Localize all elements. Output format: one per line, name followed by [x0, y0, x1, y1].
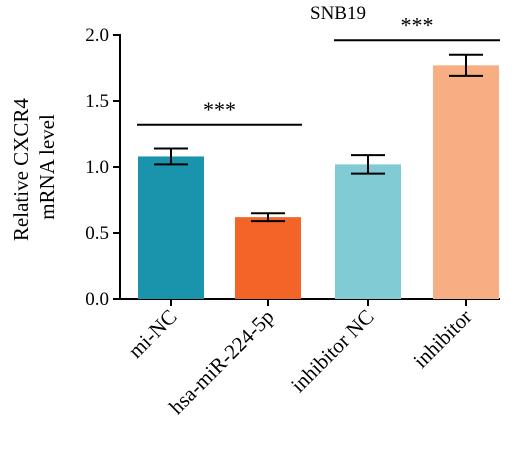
- x-tick-label: hsa-miR-224-5p: [164, 305, 278, 419]
- y-tick-label: 1.0: [85, 157, 109, 178]
- y-tick-label: 1.5: [85, 91, 109, 112]
- x-tick-label: mi-NC: [123, 305, 181, 363]
- y-axis-label-line-1: Relative CXCR4: [9, 98, 33, 241]
- significance-label: ***: [401, 12, 434, 37]
- significance-label: ***: [203, 97, 236, 122]
- bar: [335, 164, 401, 299]
- bar: [138, 156, 204, 299]
- y-tick-label: 0.0: [85, 289, 109, 310]
- y-tick-label: 2.0: [85, 25, 109, 46]
- chart-title: SNB19: [310, 3, 366, 24]
- y-tick-label: 0.5: [85, 223, 109, 244]
- bar: [235, 217, 301, 299]
- x-tick-label: inhibitor: [408, 305, 476, 373]
- y-axis-label: Relative CXCR4 mRNA level: [9, 93, 59, 241]
- bar: [433, 65, 499, 299]
- x-tick-label: inhibitor NC: [286, 305, 378, 397]
- y-axis-label-line-2: mRNA level: [35, 114, 59, 220]
